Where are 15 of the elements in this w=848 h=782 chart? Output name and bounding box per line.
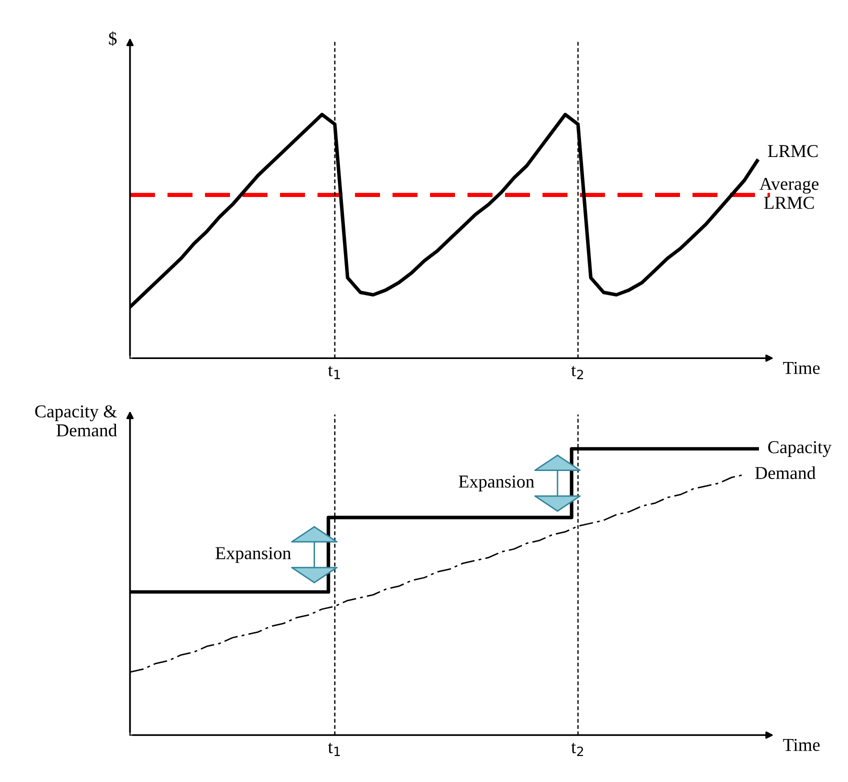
x-tick-label: t$_{1}$	[328, 366, 340, 380]
x-axis-title: Time	[783, 362, 820, 374]
text: Demand	[755, 466, 816, 480]
series-label: LRMC	[768, 145, 818, 158]
ref-line-label: Average LRMC	[759, 178, 818, 209]
text: Capacity &	[35, 405, 117, 422]
y-axis-title: $	[108, 31, 117, 46]
annotation: Expansion	[216, 547, 292, 563]
annotation: Expansion	[458, 476, 534, 492]
x-tick-label: t$_{1}$	[328, 742, 340, 756]
x-tick-label: t$_{2}$	[571, 742, 584, 756]
x-axis-title: Time	[783, 738, 820, 751]
legend-label: Demand	[56, 424, 117, 436]
x-tick-label: t$_{2}$	[571, 366, 584, 380]
series-label: Capacity	[768, 441, 832, 457]
